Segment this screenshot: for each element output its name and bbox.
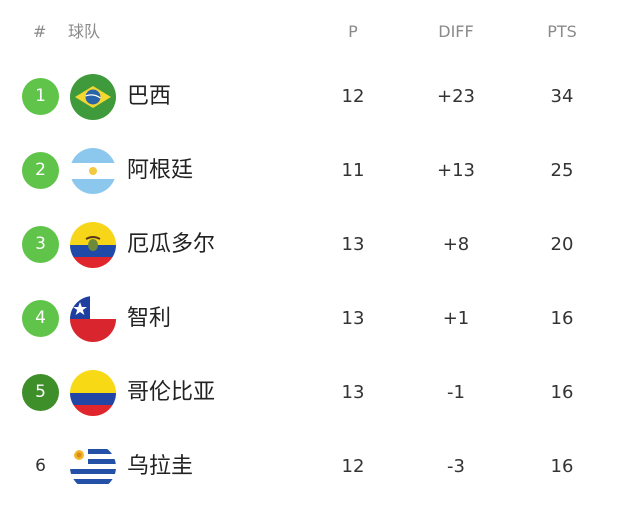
diff-value: +23 <box>437 86 475 107</box>
team-name[interactable]: 智利 <box>127 306 172 331</box>
points-value: 16 <box>550 456 574 477</box>
played-value: 12 <box>341 86 365 107</box>
rank-badge: 5 <box>22 374 59 411</box>
table-row[interactable]: 3 厄瓜多尔 13 +8 20 <box>0 208 640 282</box>
played-value: 13 <box>341 234 365 255</box>
diff-header[interactable]: DIFF <box>438 22 474 41</box>
points-value: 16 <box>550 382 574 403</box>
team-name[interactable]: 厄瓜多尔 <box>127 232 216 257</box>
table-row[interactable]: 5 哥伦比亚 13 -1 16 <box>0 356 640 430</box>
rank-badge: 1 <box>22 78 59 115</box>
team-name[interactable]: 巴西 <box>127 84 172 109</box>
points-value: 20 <box>550 234 574 255</box>
team-header[interactable]: 球队 <box>68 22 101 41</box>
table-row[interactable]: 6 乌拉圭 12 -3 16 <box>0 430 640 504</box>
ecuador-flag-icon <box>70 222 116 268</box>
diff-value: -1 <box>447 382 465 403</box>
rank-badge: 2 <box>22 152 59 189</box>
colombia-flag-icon <box>70 370 116 416</box>
played-value: 11 <box>341 160 365 181</box>
team-name[interactable]: 乌拉圭 <box>127 454 194 479</box>
points-value: 16 <box>550 308 574 329</box>
uruguay-flag-icon <box>70 444 116 490</box>
diff-value: -3 <box>447 456 465 477</box>
team-name[interactable]: 哥伦比亚 <box>127 380 216 405</box>
rank-badge: 4 <box>22 300 59 337</box>
diff-value: +1 <box>442 308 470 329</box>
points-value: 34 <box>550 86 574 107</box>
rank-header: # <box>33 22 47 41</box>
table-row[interactable]: 1 巴西 12 +23 34 <box>0 60 640 134</box>
points-value: 25 <box>550 160 574 181</box>
table-row[interactable]: 4 智利 13 +1 16 <box>0 282 640 356</box>
brazil-flag-icon <box>70 74 116 120</box>
rank-badge: 6 <box>35 456 46 476</box>
played-value: 13 <box>341 382 365 403</box>
argentina-flag-icon <box>70 148 116 194</box>
played-value: 12 <box>341 456 365 477</box>
diff-value: +13 <box>437 160 475 181</box>
played-value: 13 <box>341 308 365 329</box>
diff-value: +8 <box>442 234 470 255</box>
table-row[interactable]: 2 阿根廷 11 +13 25 <box>0 134 640 208</box>
team-name[interactable]: 阿根廷 <box>127 158 194 183</box>
chile-flag-icon <box>70 296 116 342</box>
played-header[interactable]: P <box>348 22 358 41</box>
rank-badge: 3 <box>22 226 59 263</box>
points-header[interactable]: PTS <box>547 22 577 41</box>
